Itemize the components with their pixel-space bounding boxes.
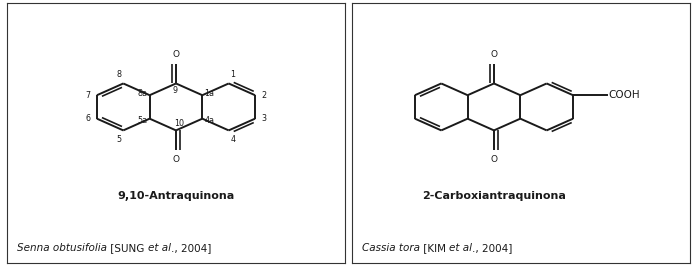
- Text: 5: 5: [116, 135, 121, 144]
- Text: ., 2004]: ., 2004]: [473, 243, 513, 253]
- Text: 5a: 5a: [138, 115, 148, 124]
- Text: 4a: 4a: [204, 115, 214, 124]
- Text: 10: 10: [174, 119, 184, 128]
- Text: 9: 9: [173, 86, 178, 95]
- Text: Cassia tora: Cassia tora: [362, 243, 420, 253]
- Text: et al: et al: [450, 243, 473, 253]
- Text: 8a: 8a: [138, 89, 148, 98]
- Text: 4: 4: [231, 135, 236, 144]
- Text: ., 2004]: ., 2004]: [171, 243, 211, 253]
- Text: 1a: 1a: [204, 89, 214, 98]
- Text: et al: et al: [148, 243, 171, 253]
- Text: 1: 1: [231, 70, 236, 79]
- Text: 7: 7: [86, 91, 91, 100]
- Text: 2-Carboxiantraquinona: 2-Carboxiantraquinona: [422, 190, 566, 201]
- Text: 2: 2: [261, 91, 266, 100]
- Text: 3: 3: [261, 114, 266, 123]
- Text: Senna obtusifolia: Senna obtusifolia: [17, 243, 107, 253]
- Text: [SUNG: [SUNG: [107, 243, 148, 253]
- Text: O: O: [491, 155, 498, 164]
- Text: [KIM: [KIM: [420, 243, 450, 253]
- Text: COOH: COOH: [608, 90, 640, 100]
- Text: O: O: [172, 50, 180, 59]
- Text: 8: 8: [116, 70, 121, 79]
- Text: 9,10-Antraquinona: 9,10-Antraquinona: [117, 190, 235, 201]
- Text: O: O: [491, 50, 498, 59]
- Text: 6: 6: [86, 114, 91, 123]
- Text: O: O: [172, 155, 180, 164]
